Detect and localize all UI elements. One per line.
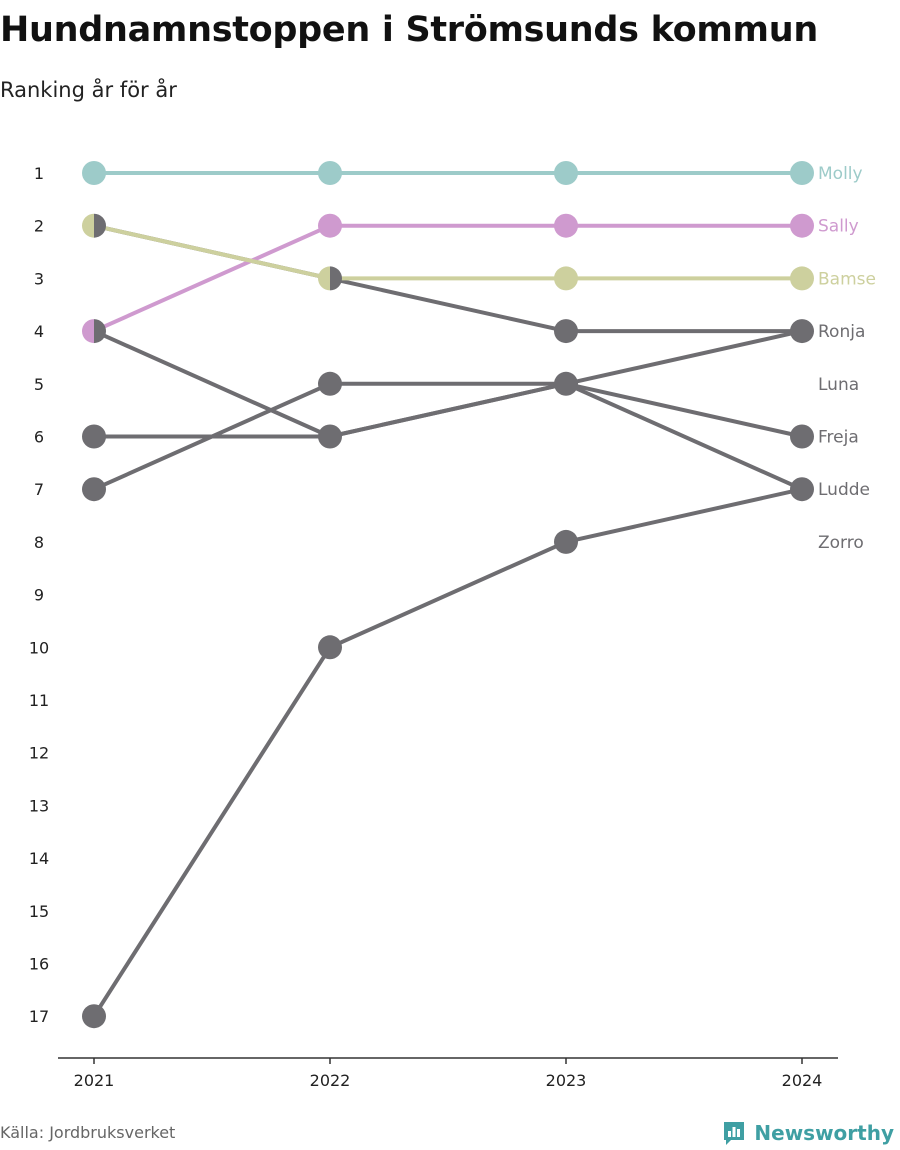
y-tick-label: 6: [34, 428, 44, 447]
y-tick-label: 13: [29, 796, 49, 815]
y-tick-label: 9: [34, 586, 44, 605]
y-tick-label: 14: [29, 849, 49, 868]
point-luna-2021: [82, 477, 106, 502]
point-sally-2023: [554, 213, 578, 238]
point-half-left: [82, 213, 94, 238]
x-tick-label: 2021: [74, 1071, 115, 1090]
point-freja-ludde-2022: [318, 424, 342, 449]
y-tick-label: 7: [34, 480, 44, 499]
point-half-left: [82, 319, 94, 344]
y-tick-label: 4: [34, 322, 44, 341]
y-tick-label: 15: [29, 902, 49, 921]
point-sally-freja-2021: [82, 319, 107, 344]
point-sally-2024: [790, 213, 814, 238]
point-ronja-2023: [554, 319, 578, 344]
chart-subtitle: Ranking år för år: [0, 78, 177, 102]
y-tick-label: 11: [29, 691, 49, 710]
point-zorro-2022: [318, 635, 342, 660]
point-luna-freja-ludde-2023: [554, 371, 578, 396]
end-label-zorro: Zorro: [818, 533, 864, 553]
end-label-ronja: Ronja: [818, 322, 865, 342]
end-label-sally: Sally: [818, 217, 859, 237]
y-tick-label: 2: [34, 217, 44, 236]
end-label-freja: Freja: [818, 428, 859, 448]
x-axis: 2021 2022 2023 2024: [58, 1057, 838, 1090]
bar-chart-logo-icon: [724, 1122, 745, 1145]
point-molly-2021: [82, 161, 106, 185]
y-tick-label: 12: [29, 744, 49, 763]
point-zorro-2023: [554, 529, 578, 554]
series-line-zorro: [92, 487, 803, 1018]
point-luna-2022: [318, 371, 342, 396]
y-tick-label: 16: [29, 955, 49, 974]
y-tick-label: 10: [29, 638, 49, 657]
point-half-right: [94, 319, 107, 344]
point-bamse-ronja-2021: [82, 213, 107, 238]
x-tick-label: 2022: [310, 1071, 351, 1090]
point-sally-2022: [318, 213, 342, 238]
x-tick-label: 2024: [782, 1071, 823, 1090]
point-bamse-ronja-2022: [318, 266, 342, 291]
y-tick-label: 3: [34, 269, 44, 288]
point-zorro-2021: [82, 1004, 106, 1029]
end-label-bamse: Bamse: [818, 269, 876, 289]
point-molly-2023: [554, 161, 578, 185]
point-half-right: [94, 213, 107, 238]
point-bamse-2024: [790, 266, 814, 291]
series-line-ludde: [94, 381, 803, 492]
point-molly-2022: [318, 161, 342, 185]
point-half-left: [318, 266, 330, 291]
series-end-labels: Molly Sally Bamse Ronja Luna Freja Ludde Zorro: [818, 164, 876, 553]
y-tick-label: 17: [29, 1007, 49, 1026]
end-label-molly: Molly: [818, 164, 863, 184]
point-ludde-zorro-2024: [790, 477, 814, 502]
end-label-ludde: Ludde: [818, 480, 870, 500]
point-bamse-2023: [554, 266, 578, 291]
x-tick-label: 2023: [546, 1071, 587, 1090]
y-tick-label: 5: [34, 375, 44, 394]
series-points: [82, 161, 814, 1029]
brand-logo[interactable]: Newsworthy: [722, 1120, 894, 1146]
point-freja-2024: [790, 424, 814, 449]
point-ludde-2021: [82, 424, 106, 449]
chart-title: Hundnamnstoppen i Strömsunds kommun: [0, 10, 818, 50]
series-line-bamse: [93, 223, 802, 281]
end-label-luna: Luna: [818, 375, 859, 395]
brand-name: Newsworthy: [754, 1121, 894, 1145]
point-half-right: [330, 266, 342, 291]
y-tick-label: 1: [34, 164, 44, 183]
series-line-sally: [93, 223, 802, 333]
y-tick-label: 8: [34, 533, 44, 552]
series-lines: [92, 171, 803, 1018]
point-ronja-luna-2024: [790, 319, 814, 344]
source-note: Källa: Jordbruksverket: [0, 1123, 176, 1142]
point-molly-2024: [790, 161, 814, 185]
